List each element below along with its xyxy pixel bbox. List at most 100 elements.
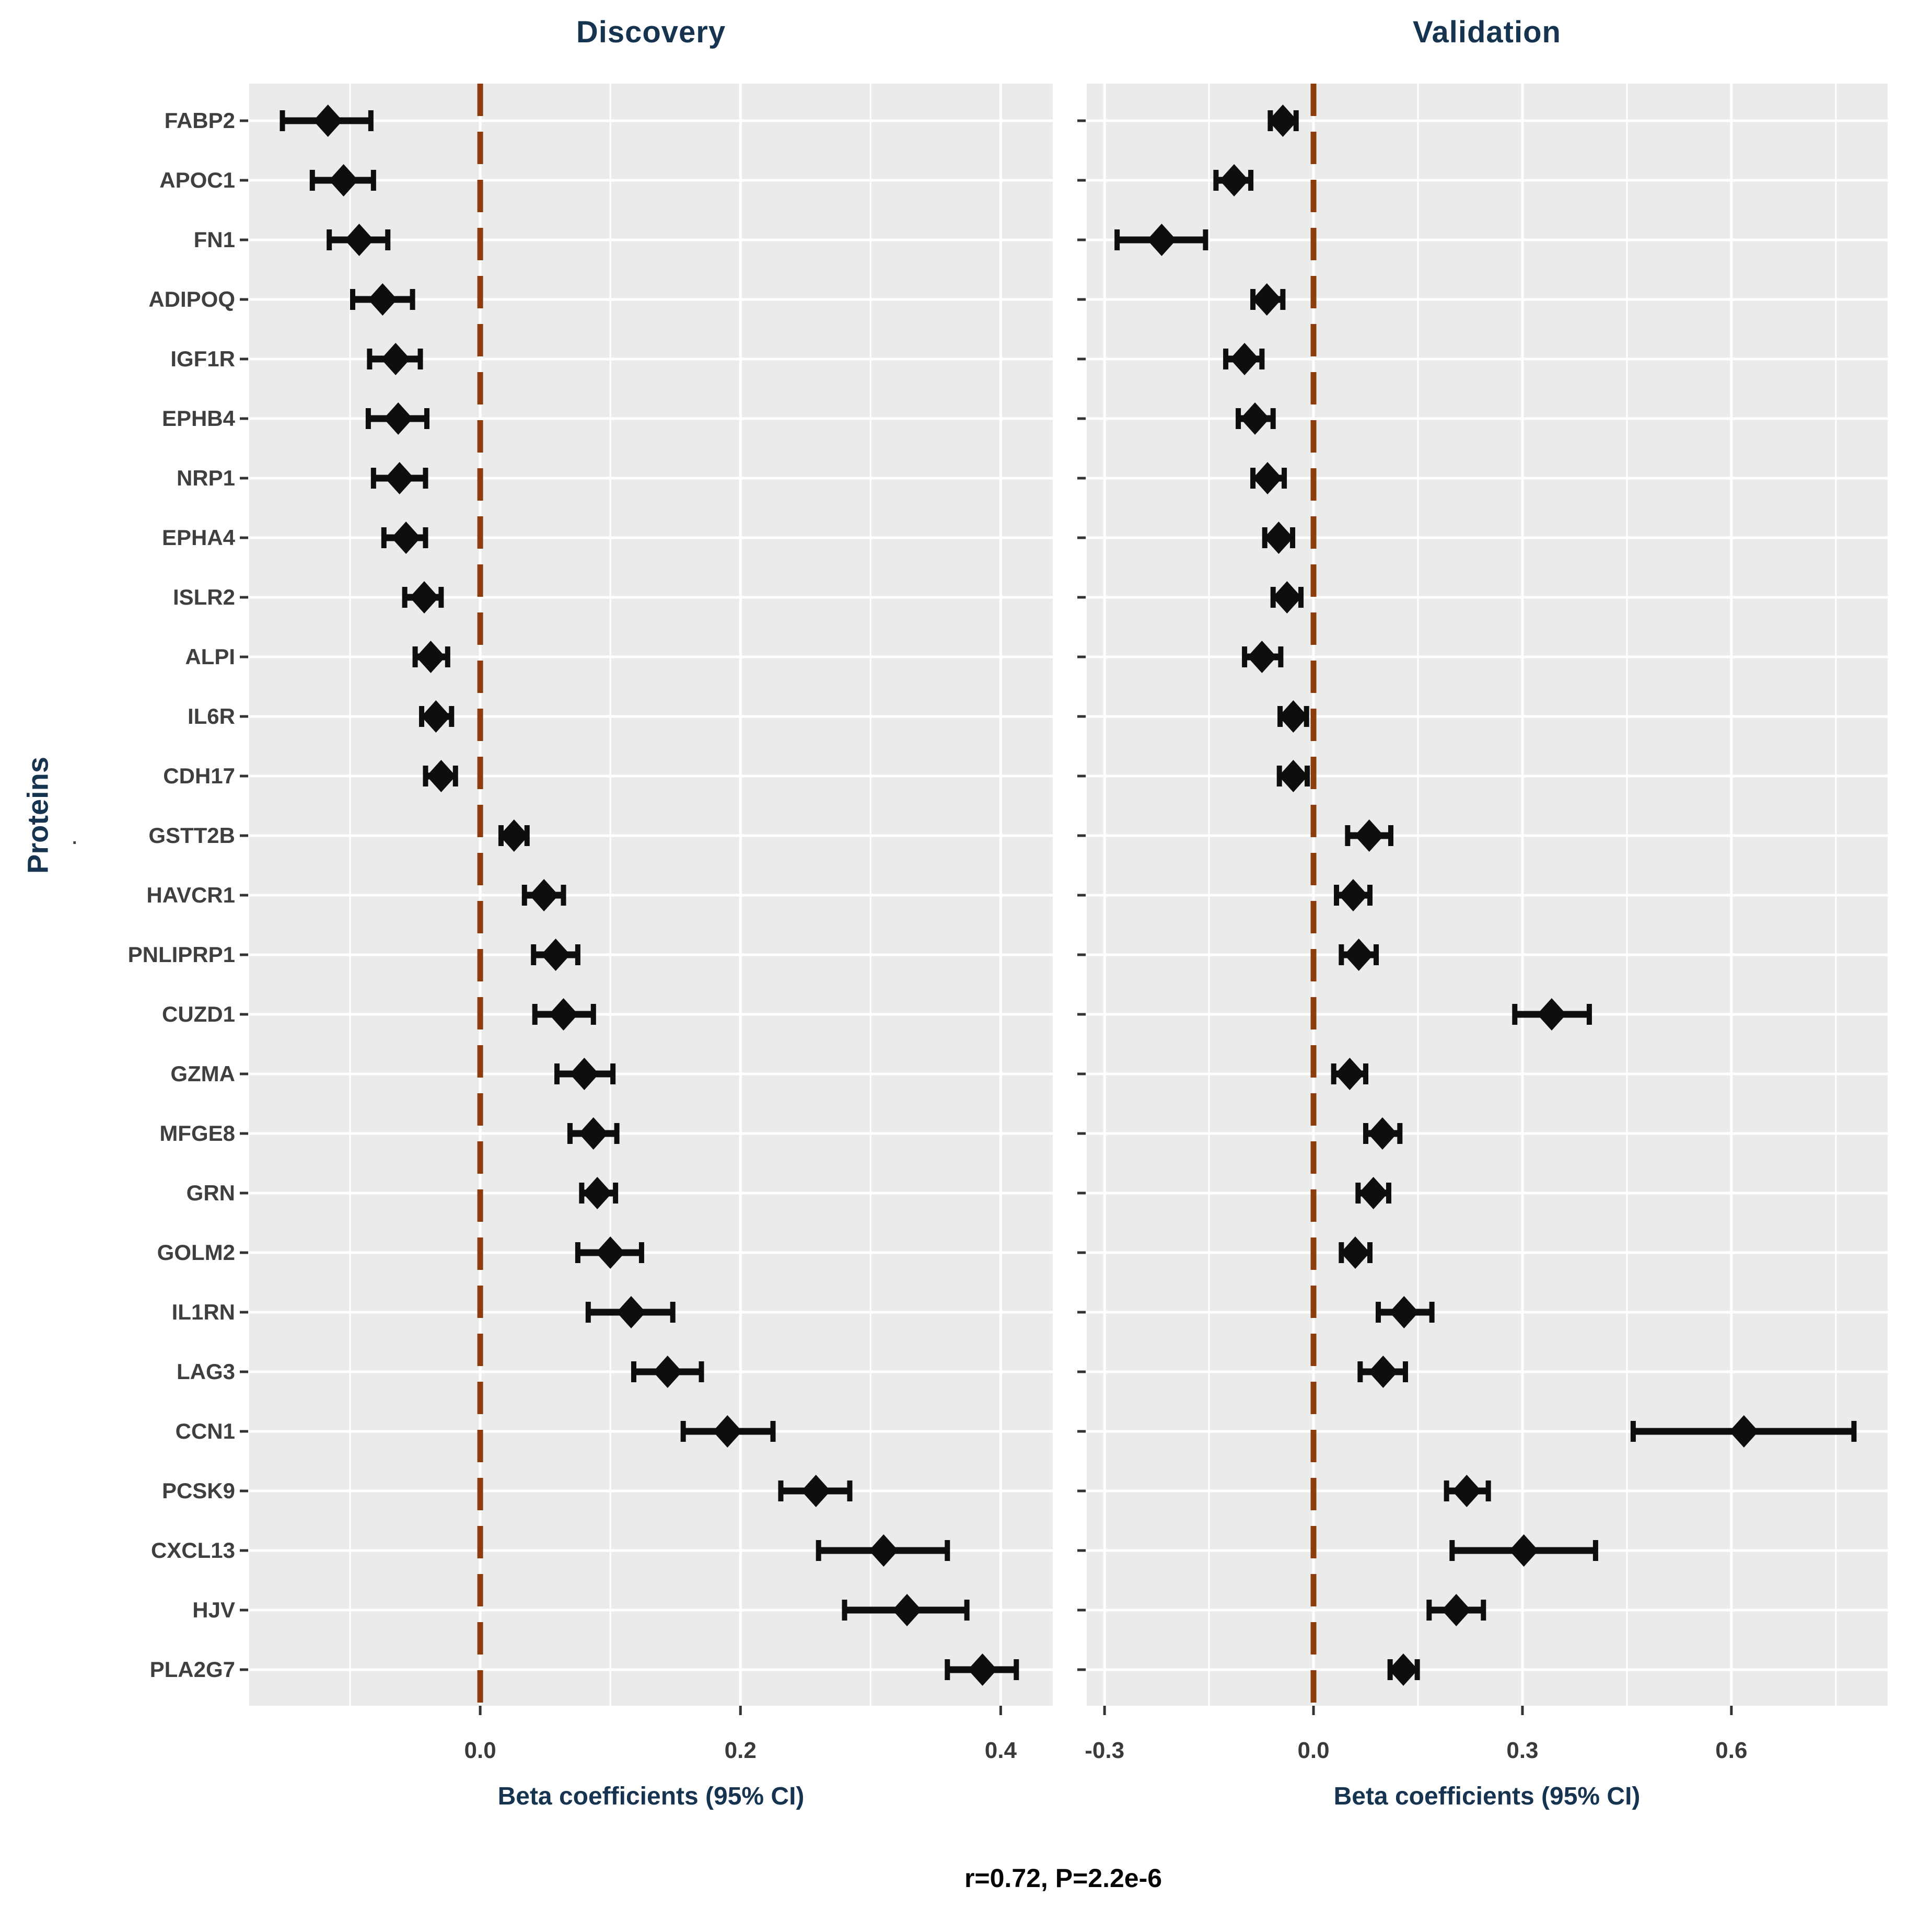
forest-row-cxcl13 xyxy=(816,1534,950,1567)
protein-label-fn1: FN1 xyxy=(193,227,235,252)
forest-row-islr2 xyxy=(402,581,444,614)
x-axis: -0.3 0.0 0.3 0.6 xyxy=(1085,1706,1747,1763)
svg-text:0.4: 0.4 xyxy=(985,1738,1017,1763)
forest-row-fn1 xyxy=(1114,224,1208,256)
protein-label-havcr1: HAVCR1 xyxy=(146,883,235,907)
forest-row-mfge8 xyxy=(1363,1117,1403,1150)
protein-label-il1rn: IL1RN xyxy=(171,1300,235,1324)
forest-row-fabp2 xyxy=(280,105,374,137)
protein-label-il6r: IL6R xyxy=(187,704,235,728)
forest-row-grn xyxy=(1355,1177,1392,1209)
forest-row-alpi xyxy=(412,641,450,673)
protein-label-alpi: ALPI xyxy=(185,644,235,669)
forest-row-lag3 xyxy=(1357,1356,1409,1388)
protein-label-fabp2: FABP2 xyxy=(164,108,235,133)
protein-label-pla2g7: PLA2G7 xyxy=(149,1657,235,1682)
forest-row-cdh17 xyxy=(423,760,458,792)
x-axis: 0.0 0.2 0.4 xyxy=(464,1706,1017,1763)
forest-row-il1rn xyxy=(1376,1296,1435,1328)
forest-row-pnliprp1 xyxy=(1339,939,1379,971)
protein-label-cxcl13: CXCL13 xyxy=(150,1538,235,1563)
protein-label-gzma: GZMA xyxy=(170,1061,235,1086)
y-axis-stray-dot: . xyxy=(72,828,77,848)
protein-label-grn: GRN xyxy=(186,1181,235,1205)
protein-label-pcsk9: PCSK9 xyxy=(161,1478,235,1503)
forest-row-islr2 xyxy=(1270,581,1304,614)
forest-row-golm2 xyxy=(1339,1236,1373,1269)
forest-row-gzma xyxy=(1331,1058,1369,1090)
forest-row-pcsk9 xyxy=(778,1475,853,1507)
forest-row-fabp2 xyxy=(1268,105,1299,137)
correlation-annotation: r=0.72, P=2.2e-6 xyxy=(964,1864,1162,1893)
forest-row-havcr1 xyxy=(1334,879,1373,911)
protein-label-gstt2b: GSTT2B xyxy=(148,823,235,848)
row-ticks xyxy=(1077,119,1086,1671)
forest-row-hjv xyxy=(1426,1594,1486,1626)
svg-text:0.0: 0.0 xyxy=(464,1738,496,1763)
protein-label-islr2: ISLR2 xyxy=(172,585,235,609)
forest-row-ephb4 xyxy=(1236,402,1276,435)
protein-label-ephb4: EPHB4 xyxy=(161,406,235,431)
forest-row-cuzd1 xyxy=(532,998,596,1031)
svg-text:0.0: 0.0 xyxy=(1297,1738,1329,1763)
protein-label-apoc1: APOC1 xyxy=(159,168,235,192)
forest-row-apoc1 xyxy=(1213,164,1254,196)
forest-row-nrp1 xyxy=(370,462,428,494)
forest-row-golm2 xyxy=(575,1236,644,1269)
protein-label-epha4: EPHA4 xyxy=(161,525,235,550)
forest-row-ephb4 xyxy=(365,402,429,435)
svg-text:0.2: 0.2 xyxy=(725,1738,757,1763)
forest-row-nrp1 xyxy=(1250,462,1287,494)
forest-row-lag3 xyxy=(631,1356,704,1388)
x-axis-title-discovery: Beta coefficients (95% CI) xyxy=(497,1783,805,1810)
row-ticks xyxy=(240,119,248,1671)
protein-label-golm2: GOLM2 xyxy=(157,1240,235,1265)
forest-row-cuzd1 xyxy=(1512,998,1592,1031)
forest-row-alpi xyxy=(1242,641,1284,673)
panel-title-discovery: Discovery xyxy=(576,15,726,49)
forest-row-igf1r xyxy=(1223,343,1265,375)
forest-row-adipoq xyxy=(1250,283,1286,316)
forest-row-pla2g7 xyxy=(1387,1653,1420,1686)
forest-row-epha4 xyxy=(381,522,428,554)
protein-label-pnliprp1: PNLIPRP1 xyxy=(127,942,235,967)
protein-label-adipoq: ADIPOQ xyxy=(148,287,235,311)
forest-row-il1rn xyxy=(585,1296,676,1328)
svg-text:-0.3: -0.3 xyxy=(1085,1738,1124,1763)
svg-text:0.6: 0.6 xyxy=(1715,1738,1747,1763)
forest-row-gzma xyxy=(554,1058,616,1090)
validation-panel-plot: -0.3 0.0 0.3 0.6 xyxy=(1077,84,1888,1763)
protein-label-igf1r: IGF1R xyxy=(170,346,235,371)
discovery-panel-plot: 0.0 0.2 0.4 xyxy=(240,84,1053,1763)
forest-row-mfge8 xyxy=(567,1117,620,1150)
forest-row-hjv xyxy=(842,1594,970,1626)
protein-label-hjv: HJV xyxy=(192,1598,235,1622)
forest-row-gstt2b xyxy=(1345,819,1394,852)
forest-row-il6r xyxy=(419,700,455,733)
forest-row-apoc1 xyxy=(309,164,376,196)
forest-row-havcr1 xyxy=(521,879,566,911)
panel-title-validation: Validation xyxy=(1413,15,1561,49)
protein-label-lag3: LAG3 xyxy=(176,1359,235,1384)
forest-row-ccn1 xyxy=(680,1415,776,1448)
forest-row-pnliprp1 xyxy=(531,939,580,971)
forest-row-pcsk9 xyxy=(1444,1475,1491,1507)
protein-label-ccn1: CCN1 xyxy=(175,1419,235,1443)
forest-row-fn1 xyxy=(327,224,391,256)
forest-row-pla2g7 xyxy=(945,1653,1019,1686)
protein-label-cuzd1: CUZD1 xyxy=(161,1002,235,1026)
forest-row-gstt2b xyxy=(498,819,530,852)
forest-row-igf1r xyxy=(367,343,423,375)
svg-text:0.3: 0.3 xyxy=(1506,1738,1538,1763)
protein-label-mfge8: MFGE8 xyxy=(159,1121,235,1146)
forest-row-il6r xyxy=(1277,700,1309,733)
forest-row-grn xyxy=(579,1177,619,1209)
x-axis-title-validation: Beta coefficients (95% CI) xyxy=(1333,1783,1641,1810)
forest-row-epha4 xyxy=(1262,522,1296,554)
forest-row-cxcl13 xyxy=(1449,1534,1598,1567)
forest-row-ccn1 xyxy=(1630,1415,1857,1448)
forest-row-adipoq xyxy=(350,283,415,316)
protein-label-nrp1: NRP1 xyxy=(176,466,235,490)
forest-row-cdh17 xyxy=(1276,760,1310,792)
